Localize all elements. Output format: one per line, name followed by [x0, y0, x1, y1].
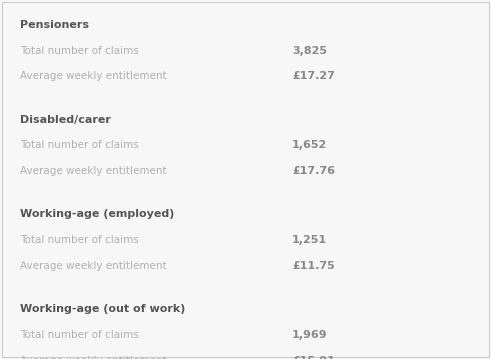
- Text: 3,825: 3,825: [292, 46, 327, 56]
- Text: £11.75: £11.75: [292, 261, 335, 271]
- Text: Total number of claims: Total number of claims: [20, 330, 138, 340]
- Text: Total number of claims: Total number of claims: [20, 140, 138, 150]
- Text: 1,652: 1,652: [292, 140, 327, 150]
- Text: £15.91: £15.91: [292, 356, 335, 359]
- Text: Average weekly entitlement: Average weekly entitlement: [20, 71, 166, 81]
- Text: Average weekly entitlement: Average weekly entitlement: [20, 356, 166, 359]
- Text: Total number of claims: Total number of claims: [20, 46, 138, 56]
- Text: 1,251: 1,251: [292, 235, 327, 245]
- Text: Working-age (out of work): Working-age (out of work): [20, 304, 185, 314]
- Text: Total number of claims: Total number of claims: [20, 235, 138, 245]
- Text: Pensioners: Pensioners: [20, 20, 89, 30]
- Text: Average weekly entitlement: Average weekly entitlement: [20, 261, 166, 271]
- Text: £17.27: £17.27: [292, 71, 335, 81]
- Text: Working-age (employed): Working-age (employed): [20, 209, 174, 219]
- Text: Average weekly entitlement: Average weekly entitlement: [20, 166, 166, 176]
- Text: Disabled/carer: Disabled/carer: [20, 115, 110, 125]
- Text: 1,969: 1,969: [292, 330, 328, 340]
- Text: £17.76: £17.76: [292, 166, 335, 176]
